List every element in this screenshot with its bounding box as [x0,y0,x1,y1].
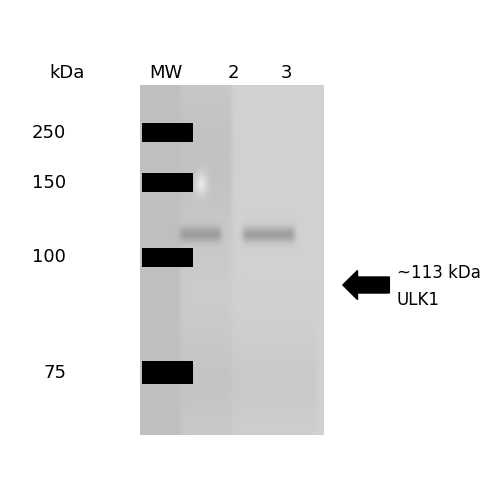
Text: 100: 100 [32,248,66,266]
Text: 2: 2 [228,64,239,82]
Text: MW: MW [149,64,182,82]
Text: 75: 75 [43,364,66,382]
Bar [142,173,194,192]
Text: 3: 3 [281,64,292,82]
Bar [142,123,194,142]
Bar [142,361,194,384]
FancyArrow shape [343,270,390,300]
Bar [142,248,194,267]
Text: ~113 kDa: ~113 kDa [396,264,480,281]
Text: ULK1: ULK1 [396,291,440,309]
Text: 250: 250 [32,124,66,142]
Text: kDa: kDa [49,64,84,82]
Text: 150: 150 [32,174,66,192]
